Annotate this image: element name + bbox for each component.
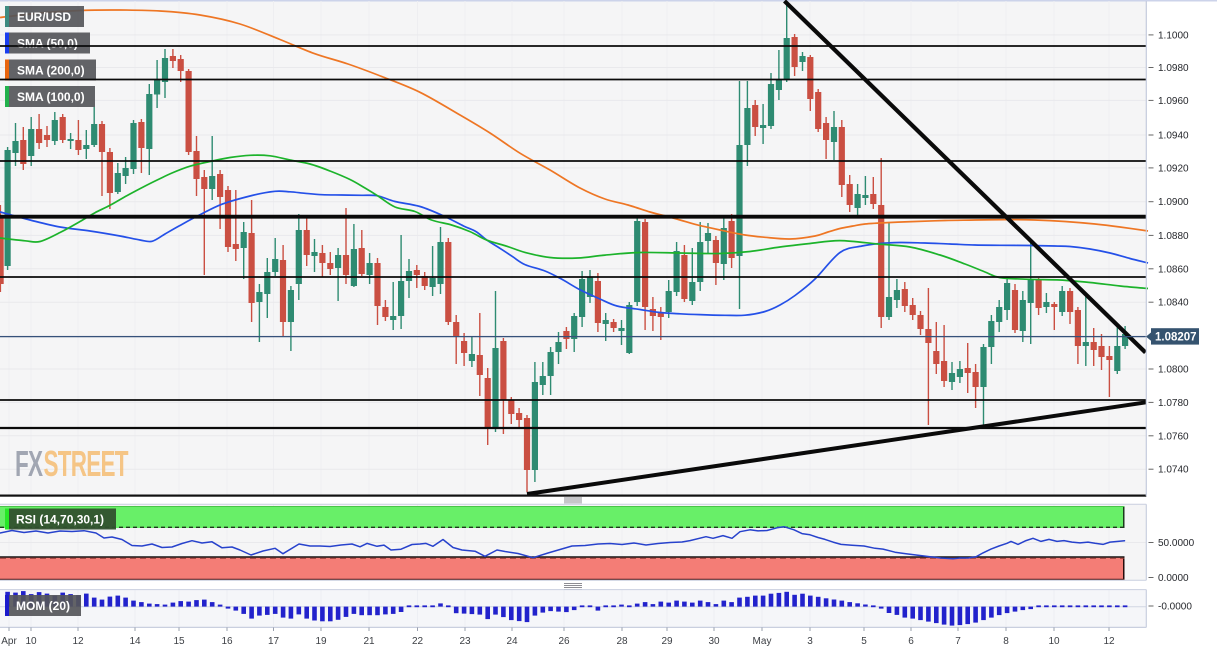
svg-text:10: 10 (1048, 636, 1060, 647)
svg-text:12: 12 (72, 636, 84, 647)
svg-text:12: 12 (1103, 636, 1115, 647)
svg-text:MOM (20): MOM (20) (16, 599, 70, 613)
svg-text:1.0800: 1.0800 (1158, 365, 1189, 376)
svg-text:-0.0000: -0.0000 (1158, 602, 1192, 613)
svg-text:22: 22 (412, 636, 424, 647)
svg-text:SMA (200,0): SMA (200,0) (17, 64, 85, 78)
svg-text:1.0860: 1.0860 (1158, 264, 1189, 275)
svg-text:1.0740: 1.0740 (1158, 465, 1189, 476)
svg-text:24: 24 (506, 636, 518, 647)
svg-text:1.0940: 1.0940 (1158, 131, 1189, 142)
svg-text:29: 29 (661, 636, 673, 647)
svg-text:16: 16 (221, 636, 233, 647)
svg-text:1.0980: 1.0980 (1158, 63, 1189, 74)
svg-text:15: 15 (173, 636, 185, 647)
svg-text:FX: FX (15, 445, 43, 485)
svg-text:14: 14 (129, 636, 141, 647)
svg-text:23: 23 (459, 636, 471, 647)
svg-text:1.08207: 1.08207 (1155, 332, 1197, 344)
svg-text:19: 19 (315, 636, 327, 647)
svg-text:1.1000: 1.1000 (1158, 30, 1189, 41)
svg-text:10: 10 (25, 636, 37, 647)
svg-text:7: 7 (955, 636, 961, 647)
svg-text:RSI (14,70,30,1): RSI (14,70,30,1) (16, 513, 104, 527)
svg-text:1.0760: 1.0760 (1158, 431, 1189, 442)
svg-text:6: 6 (908, 636, 914, 647)
svg-text:1.0920: 1.0920 (1158, 163, 1189, 174)
svg-text:Apr: Apr (1, 636, 17, 647)
svg-text:5: 5 (861, 636, 867, 647)
svg-text:SMA (50,0): SMA (50,0) (17, 37, 78, 51)
svg-text:1.0780: 1.0780 (1158, 398, 1189, 409)
svg-text:3: 3 (807, 636, 813, 647)
svg-text:STREET: STREET (44, 445, 129, 485)
svg-text:SMA (100,0): SMA (100,0) (17, 90, 85, 104)
svg-text:EUR/USD: EUR/USD (17, 10, 71, 24)
svg-text:50.0000: 50.0000 (1158, 538, 1195, 549)
svg-text:1.0960: 1.0960 (1158, 96, 1189, 107)
svg-text:30: 30 (708, 636, 720, 647)
svg-text:1.0880: 1.0880 (1158, 231, 1189, 242)
svg-text:28: 28 (616, 636, 628, 647)
svg-text:1.0840: 1.0840 (1158, 298, 1189, 309)
svg-text:17: 17 (268, 636, 280, 647)
svg-text:21: 21 (363, 636, 375, 647)
svg-text:1.0900: 1.0900 (1158, 197, 1189, 208)
svg-text:0.0000: 0.0000 (1158, 573, 1189, 584)
svg-text:26: 26 (558, 636, 570, 647)
svg-text:8: 8 (1003, 636, 1009, 647)
svg-text:May: May (753, 636, 772, 647)
